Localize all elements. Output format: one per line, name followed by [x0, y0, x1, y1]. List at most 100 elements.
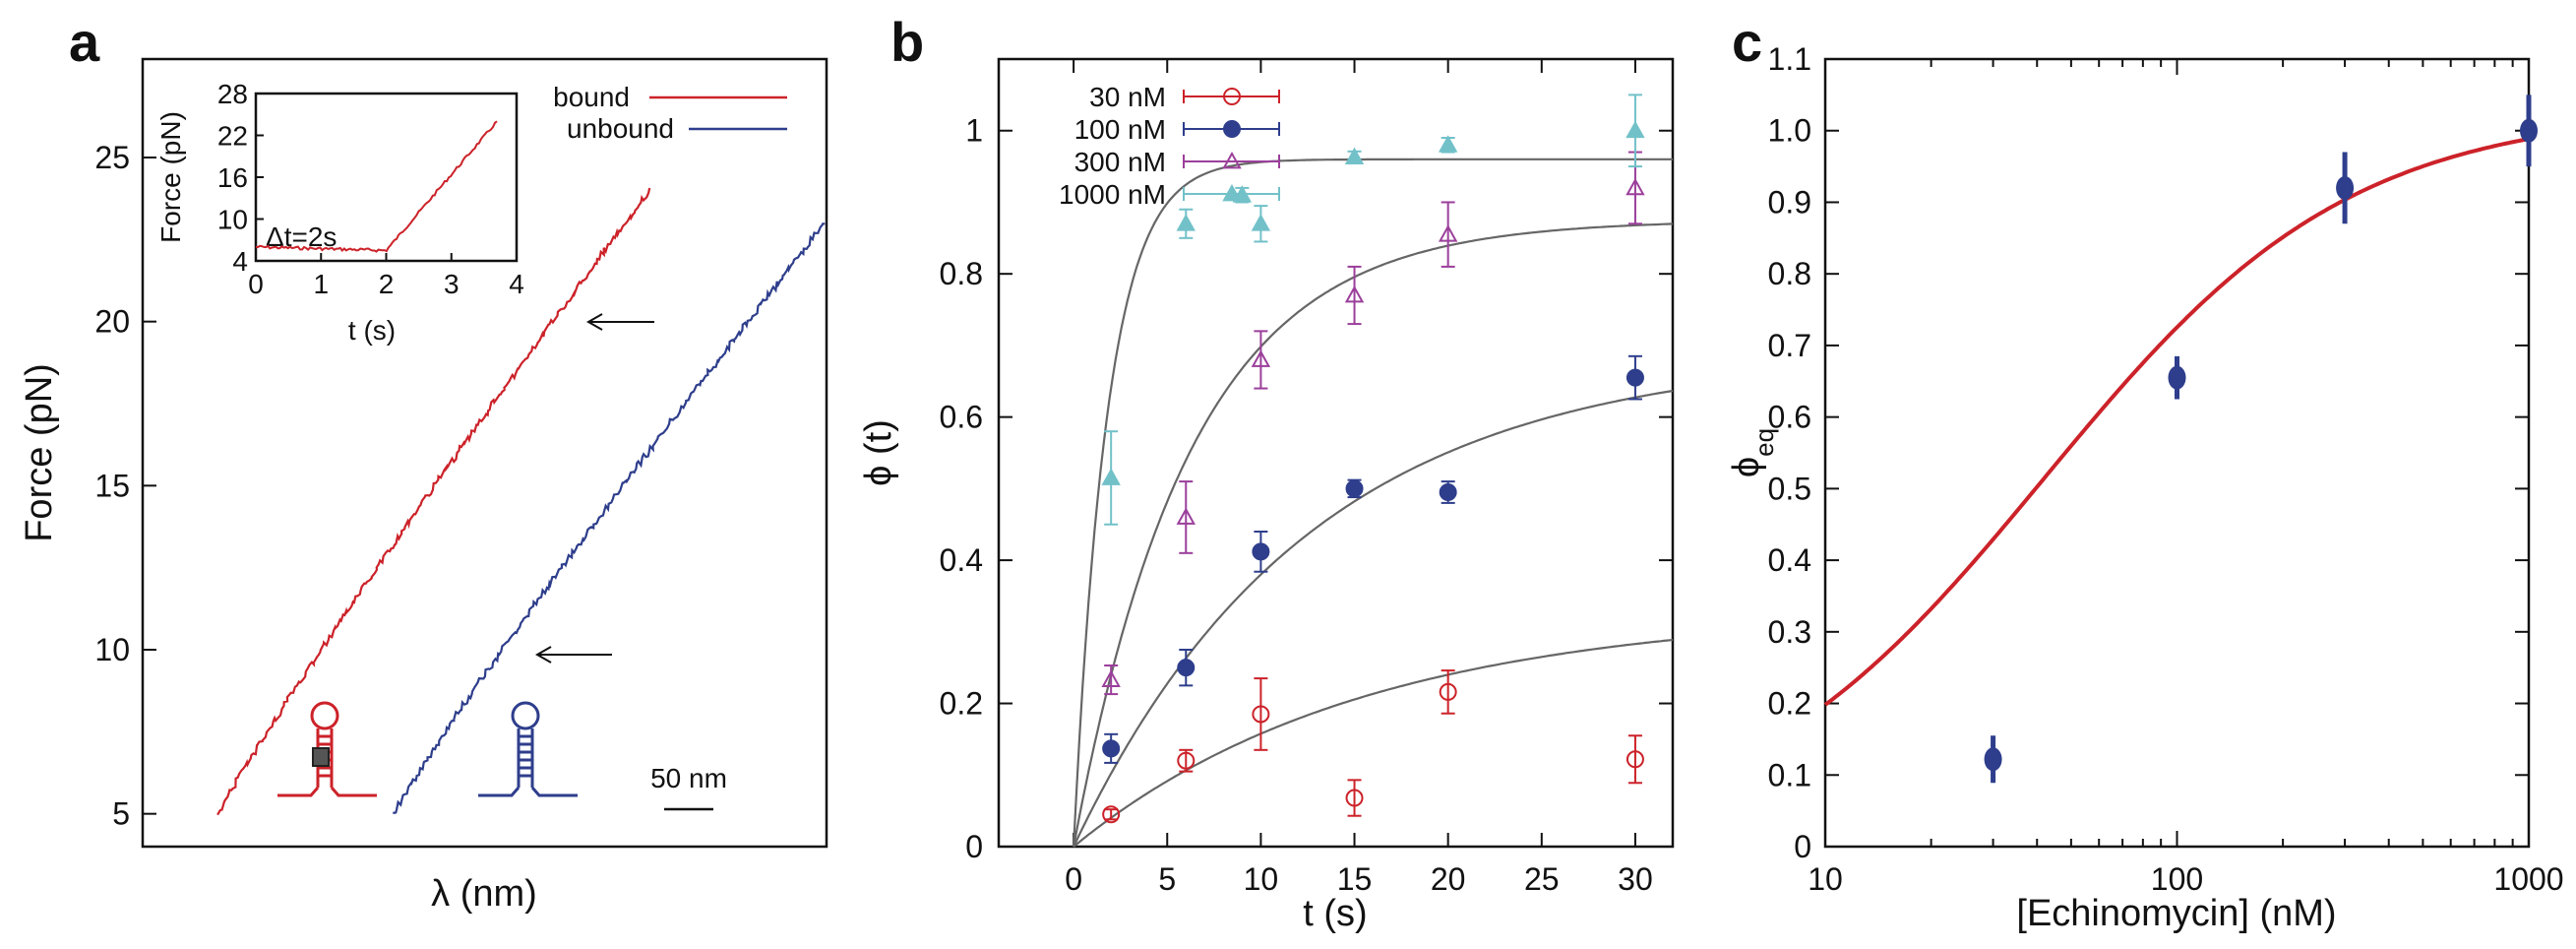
inset-ytick-label: 10 — [217, 205, 248, 235]
fit-curve-300 nM — [1073, 222, 1674, 848]
panel-b-ytick-label: 1 — [965, 113, 983, 149]
legend-label-300 nM: 300 nM — [1074, 147, 1166, 177]
legend-marker-100 nM — [1223, 120, 1241, 138]
data-point-100 nM — [1625, 368, 1644, 387]
panel-c-data-point — [2168, 365, 2186, 390]
inset-ytick-label: 4 — [232, 246, 248, 277]
legend-label-bound: bound — [553, 82, 630, 112]
data-point-1000 nM — [1438, 135, 1458, 153]
panel-a-ytick-label: 20 — [94, 304, 130, 340]
panel-b-letter: b — [890, 11, 924, 73]
data-point-30 nM — [1102, 805, 1121, 824]
panel-c-ytick-label: 0 — [1794, 829, 1811, 864]
panel-b-ytick-label: 0.4 — [940, 542, 983, 578]
data-point-300 nM — [1251, 349, 1271, 367]
data-point-30 nM — [1252, 705, 1270, 724]
panel-b: b 0 5 10 15 20 25 30 0 0.2 0.4 0.6 0.8 1 ϕ (t) t (s)… — [858, 11, 1675, 934]
scale-bar-label: 50 nm — [650, 763, 727, 793]
panel-c-ytick-label: 1.0 — [1768, 113, 1811, 149]
legend-marker-1000 nM — [1222, 183, 1242, 202]
panel-c-xtick-label: 10 — [1808, 861, 1843, 897]
panel-c-ytick-label: 1.1 — [1768, 41, 1811, 77]
panel-b-ytick-label: 0.6 — [940, 400, 983, 435]
panel-a-ytick-label: 10 — [94, 632, 130, 667]
panel-c-fit-curve — [1823, 137, 2530, 707]
data-point-1000 nM — [1625, 120, 1645, 139]
panel-a-ytick-label: 25 — [94, 140, 130, 175]
data-point-1000 nM — [1176, 214, 1196, 231]
inset-ylabel: Force (pN) — [155, 111, 186, 243]
panel-b-ylabel: ϕ (t) — [858, 419, 899, 486]
panel-b-xlabel: t (s) — [1303, 893, 1367, 934]
panel-c-ytick-label: 0.2 — [1768, 686, 1811, 722]
fit-curve-100 nM — [1073, 389, 1674, 848]
panel-b-xtick-label: 30 — [1618, 861, 1653, 897]
panel-a-ylabel: Force (pN) — [19, 363, 60, 542]
inset-xtick-label: 1 — [313, 269, 329, 299]
panel-c-points — [1984, 95, 2538, 784]
panel-b-xtick-label: 25 — [1524, 861, 1560, 897]
inset-ytick-label: 16 — [217, 162, 248, 193]
hairpin-unbound-icon — [478, 701, 578, 797]
data-point-300 nM — [1625, 177, 1645, 196]
panel-b-ytick-label: 0.8 — [940, 256, 983, 291]
panel-b-ytick-label: 0 — [965, 829, 983, 864]
panel-c-letter: c — [1732, 11, 1762, 73]
panel-c-data-point — [1984, 747, 2002, 772]
legend-label-1000 nM: 1000 nM — [1059, 179, 1166, 210]
data-point-100 nM — [1252, 542, 1270, 561]
panel-a-frame — [141, 57, 828, 849]
legend-label-30 nM: 30 nM — [1089, 82, 1166, 112]
data-point-30 nM — [1177, 751, 1196, 770]
panel-c-xlabel: [Echinomycin] (nM) — [2016, 893, 2336, 934]
panel-b-points — [1101, 94, 1645, 824]
panel-b-fits — [1073, 158, 1674, 848]
legend-marker-300 nM — [1222, 151, 1242, 169]
force-curve-bound — [216, 187, 651, 816]
panel-a-curves — [216, 187, 826, 816]
data-point-30 nM — [1439, 682, 1457, 701]
fit-curve-30 nM — [1073, 638, 1674, 848]
legend-label-unbound: unbound — [567, 113, 674, 144]
data-point-30 nM — [1345, 789, 1364, 807]
inset-ytick-label: 22 — [217, 121, 248, 152]
fit-curve-1000 nM — [1073, 158, 1673, 848]
panel-c: c 10 100 100000.10.20.30.40.50.60.70.80.91… — [1726, 11, 2564, 934]
panel-c-ytick-label: 0.8 — [1768, 256, 1811, 291]
panel-c-frame — [1823, 57, 2531, 849]
panel-b-ytick-label: 0.2 — [940, 686, 983, 722]
data-point-1000 nM — [1344, 147, 1365, 165]
panel-b-xtick-label: 10 — [1244, 861, 1279, 897]
arrow-unbound — [534, 646, 612, 664]
data-point-100 nM — [1439, 483, 1457, 501]
inset-xtick-label: 0 — [248, 269, 264, 299]
panel-a-yticks: 5 10 15 20 25 — [94, 140, 156, 832]
panel-c-ticks: 10 100 1000 0 0.1 0.2 0.3 0.4 0.5 0.6 0.7 0.8 0.9 1.0… — [1768, 41, 2564, 897]
panel-b-xtick-label: 0 — [1065, 861, 1082, 897]
data-point-300 nM — [1344, 285, 1365, 303]
data-point-1000 nM — [1101, 468, 1121, 485]
panel-c-ytick-label: 0.7 — [1768, 328, 1811, 363]
panel-c-data-point — [2520, 118, 2538, 143]
panel-c-ytick-label: 0.3 — [1768, 614, 1811, 650]
data-point-100 nM — [1177, 659, 1196, 677]
panel-c-ytick-label: 0.9 — [1768, 184, 1811, 220]
data-point-300 nM — [1101, 669, 1121, 687]
inset-xtick-label: 4 — [509, 269, 524, 299]
data-point-100 nM — [1345, 479, 1364, 498]
data-point-30 nM — [1625, 750, 1644, 769]
panel-c-xtick-label: 1000 — [2493, 861, 2563, 897]
data-point-100 nM — [1102, 739, 1121, 758]
inset-ticks: 0 1 2 3 4 4 10 16 22 28 — [217, 79, 524, 299]
panel-b-xtick-label: 5 — [1158, 861, 1176, 897]
inset-xlabel: t (s) — [348, 315, 396, 346]
panel-c-ytick-label: 0.4 — [1768, 542, 1811, 578]
legend-label-100 nM: 100 nM — [1074, 114, 1166, 145]
panel-c-ytick-label: 0.5 — [1768, 471, 1811, 506]
inset-xtick-label: 3 — [444, 269, 460, 299]
inset-ytick-label: 28 — [217, 79, 248, 109]
